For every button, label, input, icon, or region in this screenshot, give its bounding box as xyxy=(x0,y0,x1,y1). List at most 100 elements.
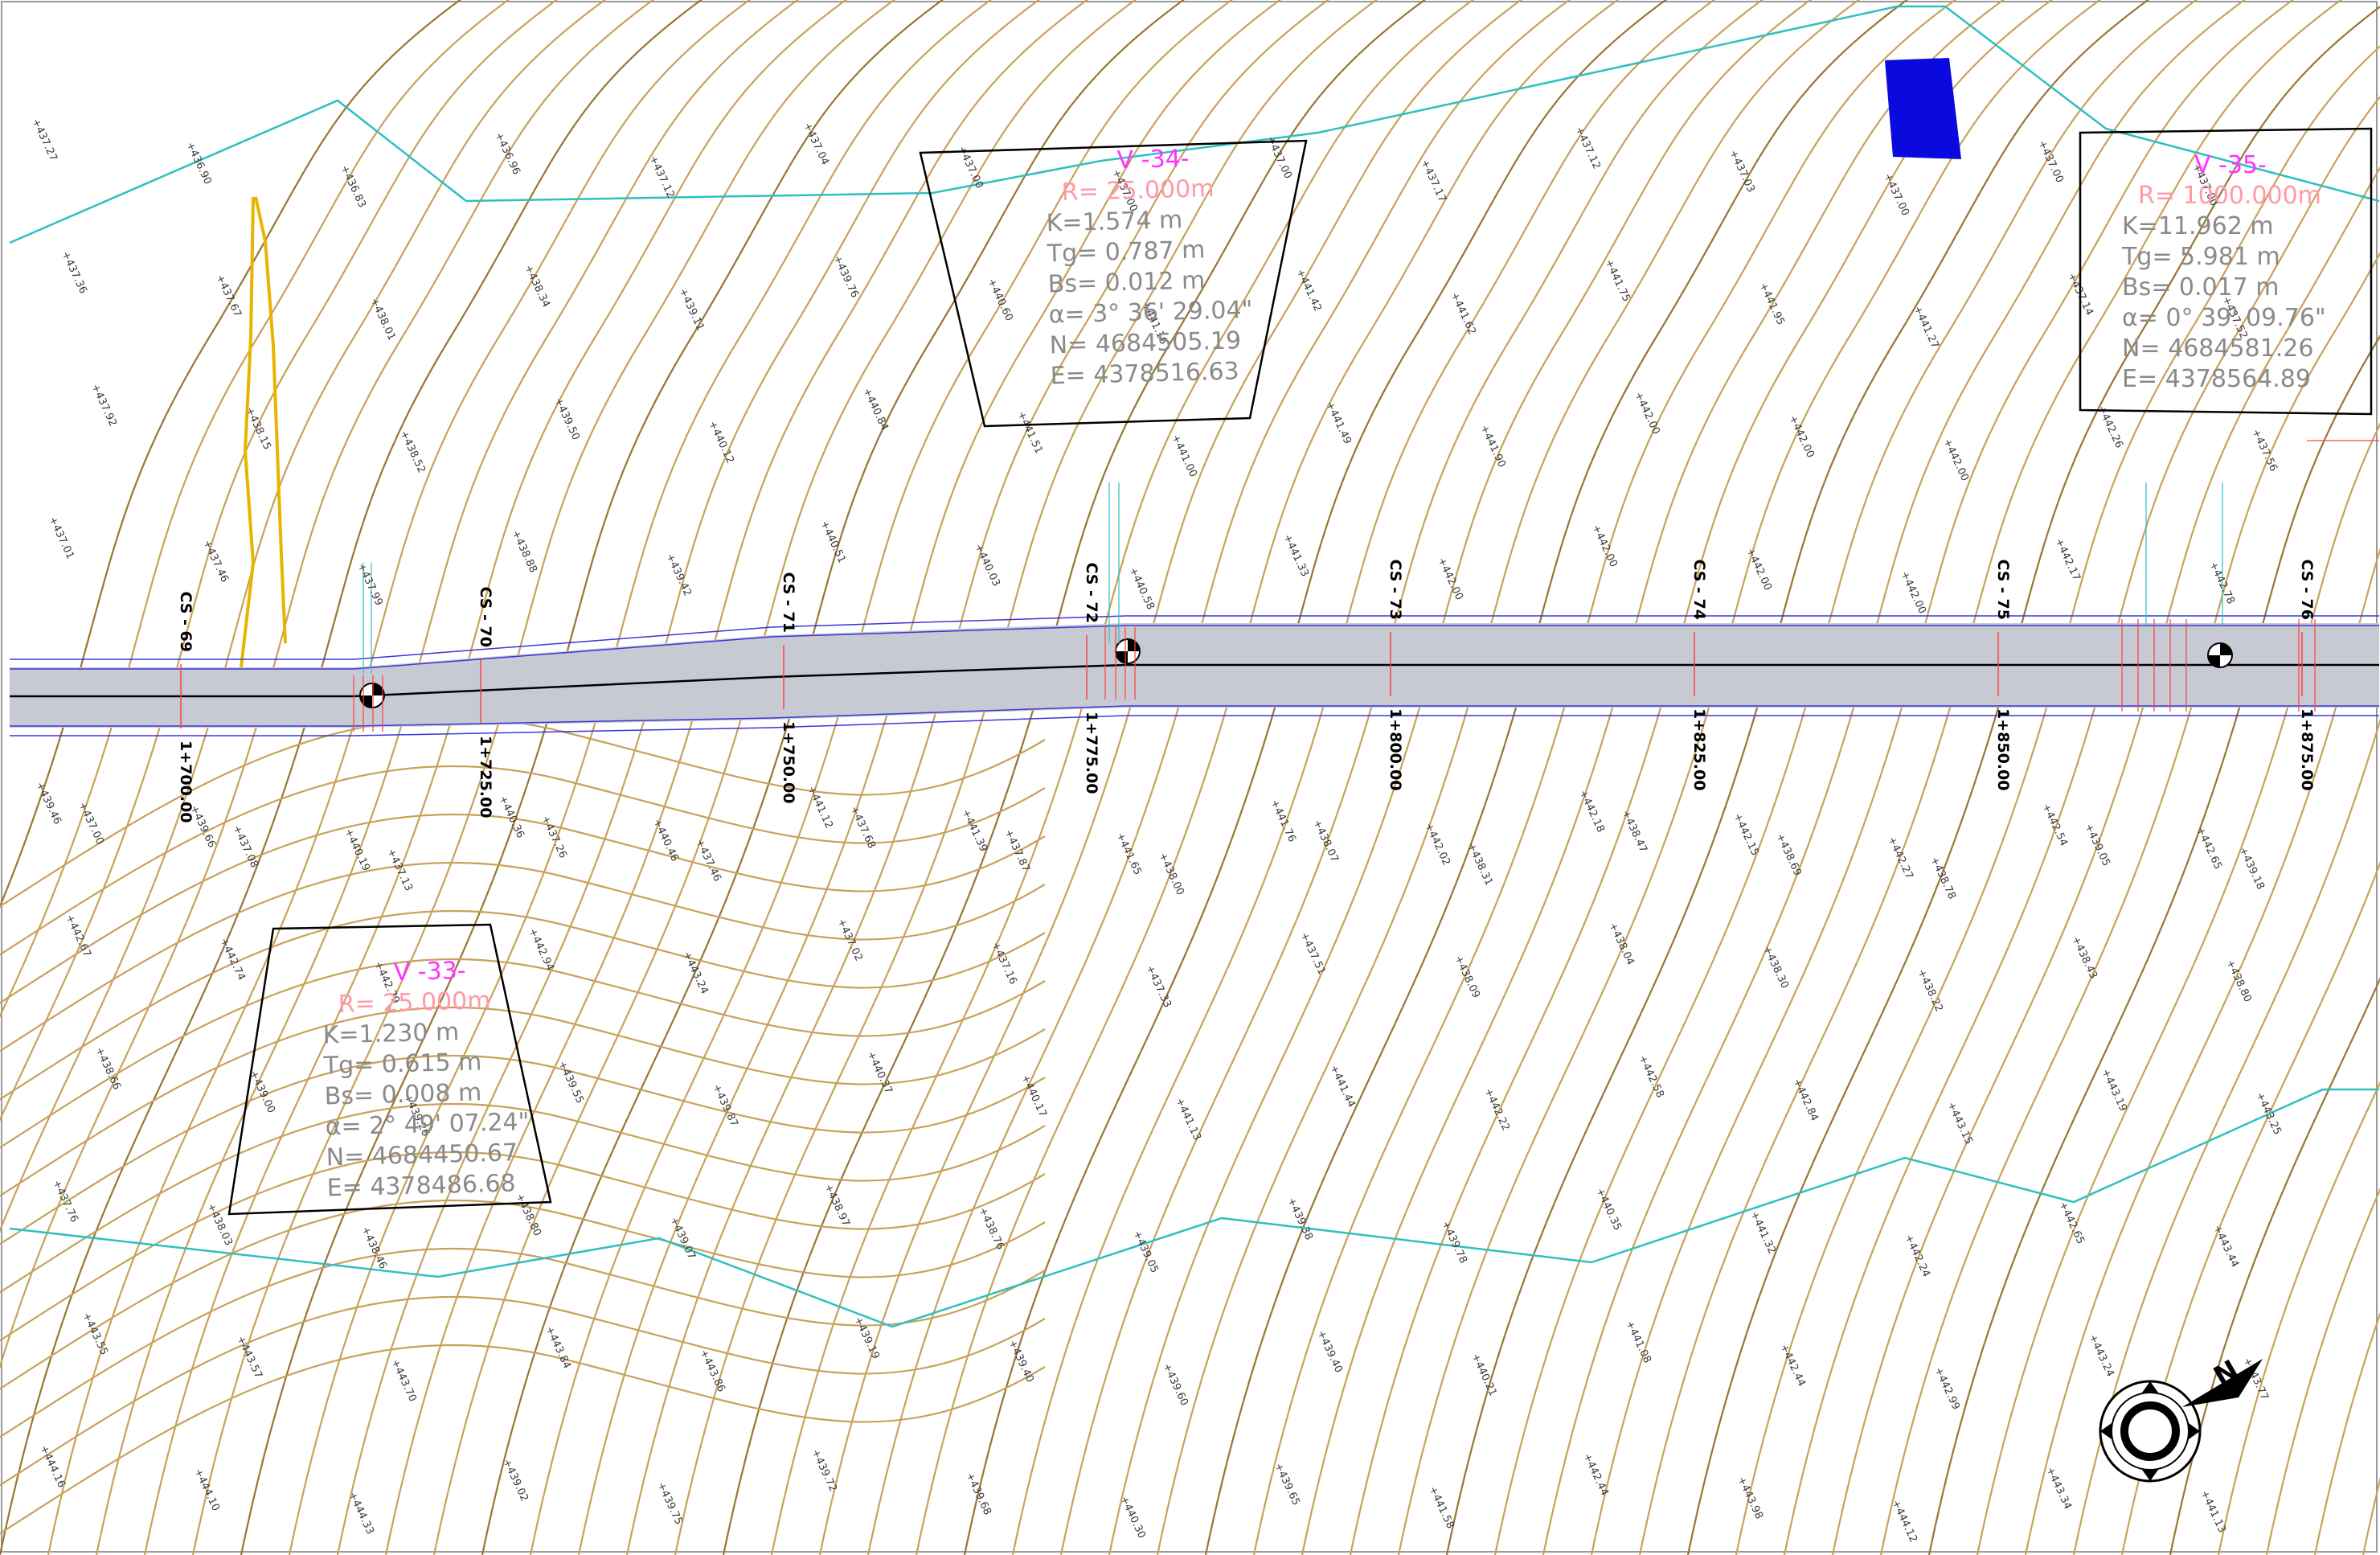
curve-easting: E= 4378516.63 xyxy=(1050,357,1239,390)
contour-line xyxy=(2120,860,2380,1555)
elevation-label: +439.05 xyxy=(2082,822,2112,868)
survey-markers xyxy=(359,638,2233,708)
curve-bisector: Bs= 0.008 m xyxy=(324,1078,481,1110)
elevation-label: +443.19 xyxy=(2099,1067,2128,1113)
road-edge-north xyxy=(10,625,2379,670)
elevation-label: +440.30 xyxy=(1117,1494,1147,1540)
contour-line xyxy=(432,0,1137,1555)
elevation-label: +442.99 xyxy=(1931,1365,1961,1411)
elevation-label: +441.75 xyxy=(1602,257,1632,303)
elevation-label: +438.07 xyxy=(1310,818,1340,864)
elevation-label: +438.00 xyxy=(1156,851,1186,896)
contour-line xyxy=(625,0,1330,1555)
contour-line xyxy=(481,0,1186,1555)
contour-line xyxy=(0,0,607,1233)
elevation-label: +437.36 xyxy=(59,249,88,295)
elevation-label: +442.18 xyxy=(1576,788,1606,834)
elevation-label: +442.58 xyxy=(1636,1053,1665,1099)
contour-line xyxy=(1252,0,1957,1555)
elevation-label: +438.31 xyxy=(1464,841,1494,887)
elevation-label: +437.13 xyxy=(384,847,414,892)
elevation-label: +442.00 xyxy=(1632,390,1661,436)
contour-line xyxy=(1156,0,1861,1555)
contour-line xyxy=(0,1054,1046,1245)
elevation-label: +437.87 xyxy=(1002,827,1031,873)
building xyxy=(1885,58,1961,159)
elevation-label: +441.08 xyxy=(1623,1319,1653,1364)
elevation-label: +443.25 xyxy=(2253,1090,2283,1136)
elevation-label: +439.60 xyxy=(1160,1361,1190,1407)
contour-line xyxy=(1349,0,2054,1555)
elevation-label: +437.67 xyxy=(213,273,243,318)
contour-line xyxy=(866,0,1571,1555)
elevation-label: +440.21 xyxy=(1469,1352,1498,1397)
contour-line xyxy=(336,0,1041,1555)
elevation-label: +441.13 xyxy=(1173,1096,1202,1142)
elevation-label: +441.44 xyxy=(1327,1063,1357,1109)
contour-line xyxy=(2169,977,2380,1555)
road-edge-south xyxy=(10,705,2379,727)
elevation-label: +442.24 xyxy=(1902,1233,1931,1278)
contour-line xyxy=(1397,0,2102,1555)
contour-line xyxy=(0,861,1046,1052)
elevation-label: +437.33 xyxy=(1143,963,1173,1009)
elevation-label: +443.70 xyxy=(388,1357,418,1403)
elevation-label: +442.00 xyxy=(1940,437,1970,482)
chainage-label: 1+750.00 xyxy=(780,721,797,803)
curve-point-ticks xyxy=(353,440,2379,732)
elevation-label: +444.33 xyxy=(346,1490,375,1536)
survey-boundary xyxy=(9,5,2380,1328)
elevation-label: +438.04 xyxy=(1606,921,1636,966)
cross-section-label: CS - 76 xyxy=(2298,559,2316,620)
contour-line xyxy=(0,0,559,1122)
cross-sections: CS - 69 1+700.00 CS - 70 1+725.00 CS - 71 1+7… xyxy=(177,559,2316,823)
contour-line xyxy=(0,1247,1046,1438)
elevation-label: +440.51 xyxy=(817,519,847,564)
contour-line xyxy=(0,765,1046,956)
curve-length: K=11.962 m xyxy=(2122,212,2274,240)
contour-line xyxy=(1493,0,2198,1555)
contour-line xyxy=(1204,0,1909,1555)
elevation-label: +439.76 xyxy=(830,253,860,299)
contour-line xyxy=(143,0,848,1555)
elevation-label: +439.18 xyxy=(2236,845,2266,891)
curve-bisector: Bs= 0.017 m xyxy=(2122,273,2280,302)
curve-length: K=1.230 m xyxy=(322,1018,459,1049)
elevation-label: +439.65 xyxy=(1272,1461,1301,1507)
elevation-label: +441.39 xyxy=(959,807,989,853)
elevation-label: +437.99 xyxy=(354,561,384,607)
contour-line xyxy=(0,813,1046,1004)
curve-title: V -35- xyxy=(2194,151,2267,179)
elevation-label: +437.12 xyxy=(1572,125,1602,170)
elevation-label: +442.84 xyxy=(1790,1077,1820,1122)
curve-radius: R= 25.000m xyxy=(1061,174,1215,207)
elevation-label: +444.10 xyxy=(191,1467,221,1512)
elevation-label: +437.00 xyxy=(1881,171,1911,217)
elevation-label: +441.32 xyxy=(1747,1209,1777,1255)
road-edge-south-outer xyxy=(10,715,2379,736)
elevation-label: +439.11 xyxy=(676,286,706,332)
curve-easting: E= 4378564.89 xyxy=(2122,365,2311,393)
elevation-label: +443.98 xyxy=(1735,1475,1764,1520)
elevation-label: +439.78 xyxy=(1439,1219,1469,1265)
contour-line xyxy=(288,0,993,1555)
elevation-label: +438.52 xyxy=(397,429,427,474)
elevation-label: +443.34 xyxy=(2043,1465,2073,1511)
elevation-label: +441.00 xyxy=(1169,433,1198,478)
elevation-label: +437.17 xyxy=(1418,158,1448,203)
elevation-label: +442.17 xyxy=(2052,536,2082,582)
elevation-label: +437.01 xyxy=(46,515,76,560)
elevation-label: +439.87 xyxy=(710,1082,739,1128)
curve-title: V -34- xyxy=(1116,145,1190,174)
elevation-label: +442.54 xyxy=(2039,802,2069,847)
elevation-label: +443.84 xyxy=(543,1324,572,1370)
elevation-label: +439.50 xyxy=(551,396,581,441)
contour-line xyxy=(0,958,1046,1149)
elevation-label: +442.44 xyxy=(1777,1342,1807,1388)
